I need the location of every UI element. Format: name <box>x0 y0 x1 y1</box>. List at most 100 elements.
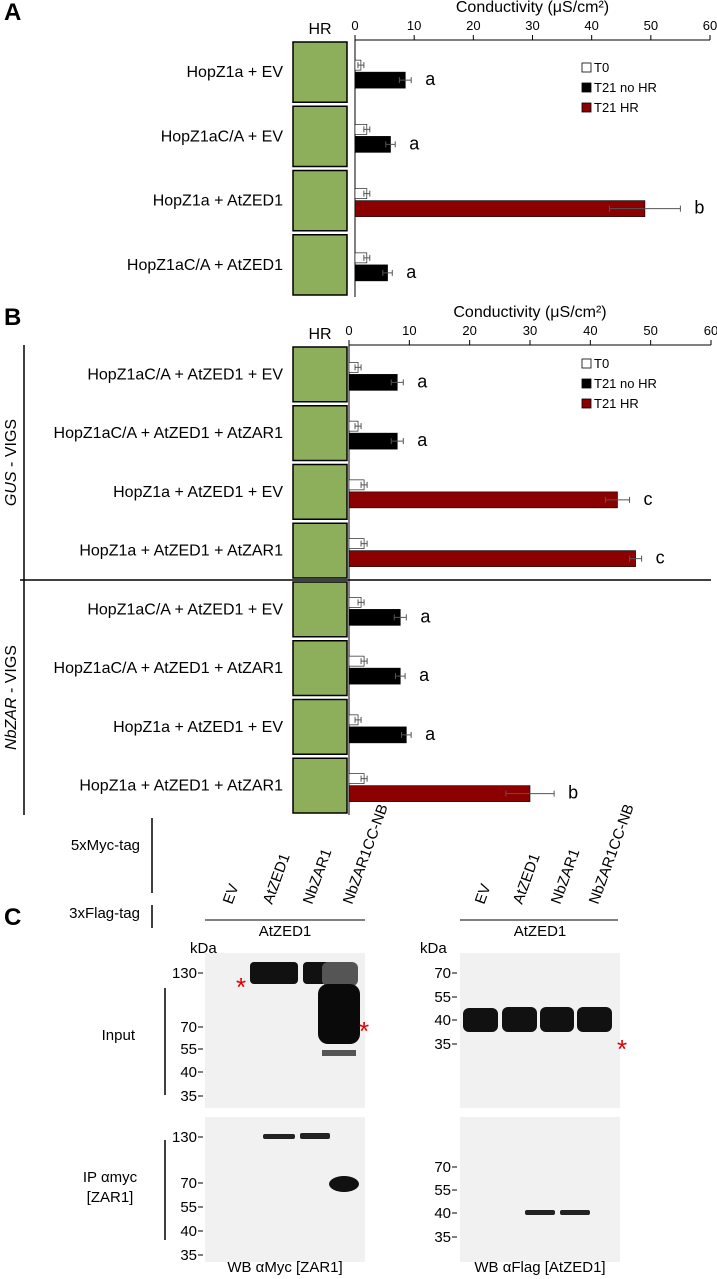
legend-label: T0 <box>594 356 609 371</box>
kda-marker: 40 <box>434 1205 451 1222</box>
category-label: HopZ1a + AtZED1 + AtZAR1 <box>79 778 283 795</box>
blot-membrane <box>460 1117 620 1262</box>
category-label: HopZ1a + EV <box>187 64 284 81</box>
lane-label: AtZED1 <box>510 851 544 906</box>
legend-label: T21 no HR <box>594 80 657 95</box>
category-label: HopZ1aC/A + EV <box>161 128 284 145</box>
bar <box>348 550 636 567</box>
bar <box>348 374 398 391</box>
error-bar <box>360 658 368 665</box>
category-label: HopZ1a + AtZED1 + EV <box>113 484 283 501</box>
input-label: Input <box>102 1027 136 1044</box>
error-bar <box>385 141 396 148</box>
band <box>525 1210 555 1215</box>
kda-marker: 130 <box>172 1129 197 1146</box>
legend-swatch <box>581 82 592 93</box>
category-label: HopZ1aC/A + AtZED1 + AtZAR1 <box>54 425 284 442</box>
legend-swatch <box>581 378 592 389</box>
band <box>322 962 358 986</box>
error-bar <box>390 438 404 445</box>
error-bar <box>363 126 371 133</box>
kda-marker: 70 <box>180 1175 197 1192</box>
x-tick-label: 60 <box>704 323 717 338</box>
tag-label: 5xMyc-tag <box>71 837 140 854</box>
tag-label: 3xFlag-tag <box>69 905 140 922</box>
coexpressed-label: AtZED1 <box>514 923 567 940</box>
leaf-image <box>292 405 348 462</box>
panel-label: A <box>4 0 21 26</box>
bar <box>348 609 401 626</box>
kda-marker: 55 <box>434 989 451 1006</box>
band <box>329 1176 359 1192</box>
kda-marker: 130 <box>172 965 197 982</box>
x-tick-label: 30 <box>523 323 537 338</box>
lane-label: AtZED1 <box>260 851 294 906</box>
group-suffix: - VIGS <box>3 645 20 697</box>
error-bar <box>357 599 365 606</box>
category-label: HopZ1aC/A + AtZED1 + EV <box>87 366 283 383</box>
x-tick-label: 10 <box>407 18 421 33</box>
x-tick-label: 50 <box>644 18 658 33</box>
group-gene: GUS <box>3 471 20 506</box>
leaf-image <box>292 346 348 403</box>
error-bar <box>608 205 681 212</box>
kda-marker: 40 <box>180 1064 197 1081</box>
bar <box>348 432 398 450</box>
legend-label: T21 no HR <box>594 376 657 391</box>
error-bar <box>363 190 371 197</box>
category-label: HopZ1aC/A + AtZED1 + AtZAR1 <box>54 660 284 677</box>
x-tick-label: 40 <box>583 323 597 338</box>
legend-label: T21 HR <box>594 396 639 411</box>
category-label: HopZ1aC/A + AtZED1 + EV <box>87 601 283 618</box>
error-bar <box>363 254 371 261</box>
leaf-image <box>292 169 348 232</box>
leaf-image <box>292 463 348 520</box>
kda-marker: 40 <box>180 1223 197 1240</box>
kda-marker: 40 <box>434 1012 451 1029</box>
band <box>502 1007 537 1032</box>
lane-label: NbZAR1CC-NB <box>586 802 638 906</box>
legend-swatch <box>581 398 592 409</box>
error-bar <box>360 540 368 547</box>
star: * <box>617 1034 627 1064</box>
error-bar <box>357 62 365 69</box>
bar <box>348 667 401 685</box>
leaf-image <box>292 105 348 168</box>
band <box>322 1050 356 1056</box>
kda-marker: 55 <box>180 1199 197 1216</box>
kda-marker: 35 <box>434 1036 451 1053</box>
kda-marker: 55 <box>434 1182 451 1199</box>
band <box>300 1133 330 1139</box>
leaf-image <box>292 581 348 638</box>
band <box>463 1008 498 1032</box>
bar <box>348 785 531 802</box>
error-bar <box>400 731 412 738</box>
lane-label: NbZAR1CC-NB <box>340 802 392 906</box>
significance-letter: a <box>419 665 430 685</box>
band <box>263 1134 295 1139</box>
legend-label: T0 <box>594 60 609 75</box>
error-bar <box>360 481 368 488</box>
legend-swatch <box>581 62 592 73</box>
kda-marker: 70 <box>180 1019 197 1036</box>
panel-label: C <box>4 904 21 931</box>
bar <box>354 200 646 217</box>
band <box>540 1007 574 1032</box>
bar <box>348 491 618 509</box>
error-bar <box>360 775 368 782</box>
x-tick-label: 0 <box>345 323 352 338</box>
group-suffix: - VIGS <box>3 419 20 471</box>
x-tick-label: 20 <box>462 323 476 338</box>
significance-letter: b <box>694 198 704 218</box>
star: * <box>359 1016 369 1046</box>
category-label: HopZ1a + AtZED1 + AtZAR1 <box>79 543 283 560</box>
leaf-image <box>292 698 348 755</box>
ip-label: IP αmyc <box>83 1169 138 1186</box>
wb-label: WB αFlag [AtZED1] <box>474 1259 605 1276</box>
kda-marker: 35 <box>180 1088 197 1105</box>
panel-label: B <box>4 304 21 331</box>
error-bar <box>629 555 643 562</box>
kda-marker: 55 <box>180 1041 197 1058</box>
significance-letter: a <box>406 262 417 282</box>
